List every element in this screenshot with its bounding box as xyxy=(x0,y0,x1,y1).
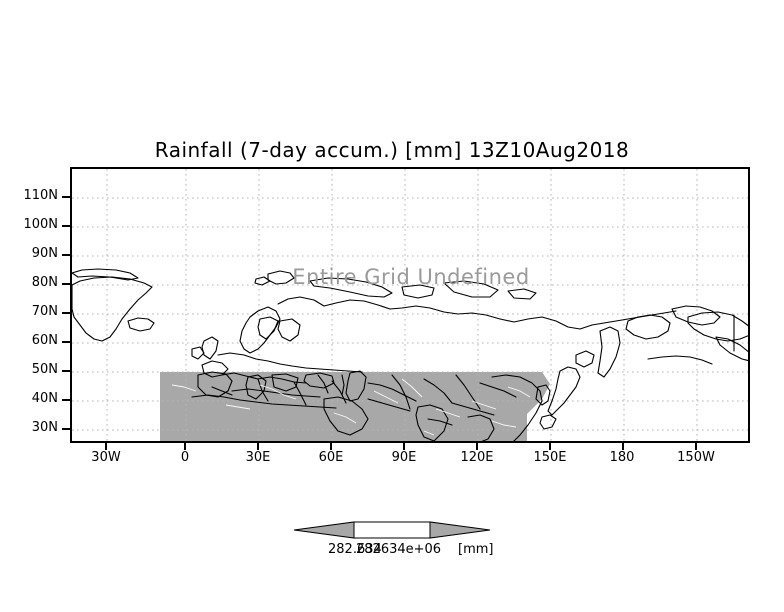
y-tick-label-110n: 110N xyxy=(23,188,58,203)
colorbar-graphic xyxy=(293,521,491,539)
y-tickmark xyxy=(62,370,70,372)
y-tickmark xyxy=(62,399,70,401)
x-tickmark xyxy=(476,443,478,450)
interior-detail-lines xyxy=(171,378,531,436)
y-tickmark xyxy=(62,196,70,198)
coastlines xyxy=(72,268,748,441)
map-canvas: Entire Grid Undefined xyxy=(72,169,748,441)
colorbar-min-label: 282.634 xyxy=(328,542,382,557)
x-tick-label-30e: 30E xyxy=(245,450,271,465)
y-tickmark xyxy=(62,341,70,343)
colorbar-units-label: [mm] xyxy=(458,542,494,557)
x-tickmark xyxy=(184,443,186,450)
y-tick-label-70n: 70N xyxy=(31,304,58,319)
x-tickmark xyxy=(622,443,624,450)
x-tick-label-180: 180 xyxy=(609,450,635,465)
y-tick-label-100n: 100N xyxy=(23,217,58,232)
y-tick-label-80n: 80N xyxy=(31,275,58,290)
x-tickmark xyxy=(257,443,259,450)
x-tick-label-0: 0 xyxy=(180,450,190,465)
x-tickmark xyxy=(105,443,107,450)
y-tick-label-40n: 40N xyxy=(31,391,58,406)
gridlines xyxy=(72,169,748,441)
map-graphic xyxy=(72,169,748,441)
y-tickmark xyxy=(62,254,70,256)
x-tick-label-150e: 150E xyxy=(533,450,567,465)
x-tick-label-150w: 150W xyxy=(677,450,715,465)
x-tick-label-30w: 30W xyxy=(91,450,121,465)
y-tickmark xyxy=(62,283,70,285)
y-tickmark xyxy=(62,225,70,227)
x-tick-label-120e: 120E xyxy=(460,450,494,465)
y-tick-label-50n: 50N xyxy=(31,362,58,377)
colorbar[interactable] xyxy=(292,513,492,547)
colorbar-labels: 282.634 282634e+06 [mm] xyxy=(200,542,600,560)
x-tickmark xyxy=(403,443,405,450)
y-tick-label-90n: 90N xyxy=(31,246,58,261)
y-tickmark xyxy=(62,428,70,430)
colorbar-max-label: 282634e+06 xyxy=(356,542,442,557)
y-tickmark xyxy=(62,312,70,314)
map-plot-area[interactable]: Entire Grid Undefined xyxy=(70,167,750,443)
chart-title: Rainfall (7-day accum.) [mm] 13Z10Aug201… xyxy=(154,138,630,162)
y-tick-label-60n: 60N xyxy=(31,333,58,348)
x-tick-label-90e: 90E xyxy=(391,450,417,465)
x-tick-label-60e: 60E xyxy=(318,450,344,465)
y-tick-label-30n: 30N xyxy=(31,420,58,435)
x-tickmark xyxy=(330,443,332,450)
x-tickmark xyxy=(695,443,697,450)
x-tickmark xyxy=(549,443,551,450)
